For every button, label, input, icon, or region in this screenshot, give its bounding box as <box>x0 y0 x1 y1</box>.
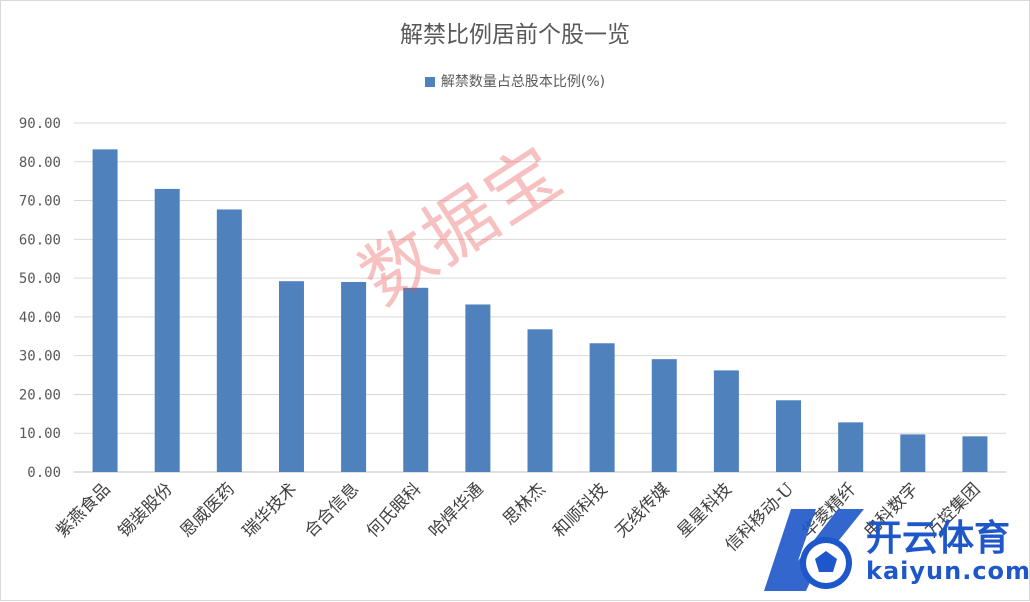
chart-legend: 解禁数量占总股本比例(%) <box>1 71 1029 91</box>
bar <box>713 370 739 472</box>
bar <box>900 434 926 472</box>
bar <box>589 343 615 472</box>
x-category-label: 合合信息 <box>301 479 363 541</box>
bar <box>838 422 864 472</box>
bar <box>92 149 118 472</box>
x-category-label: 锡装股份 <box>115 479 177 541</box>
x-category-label: 和顺科技 <box>549 479 611 541</box>
y-tick-label: 50.00 <box>19 271 61 287</box>
y-tick-label: 20.00 <box>19 387 61 403</box>
x-category-label: 何氏眼科 <box>363 479 425 541</box>
bar <box>527 329 553 472</box>
x-category-label: 哈焊华通 <box>425 479 487 541</box>
y-tick-label: 70.00 <box>19 194 61 210</box>
y-tick-label: 90.00 <box>19 116 61 132</box>
y-tick-label: 40.00 <box>19 310 61 326</box>
y-tick-label: 30.00 <box>19 349 61 365</box>
x-category-label: 瑞华技术 <box>239 479 301 541</box>
legend-label: 解禁数量占总股本比例(%) <box>440 74 606 90</box>
bar <box>403 287 429 472</box>
site-logo: 开云体育 kaiyun.com <box>746 491 1030 602</box>
x-category-label: 星星科技 <box>674 479 736 541</box>
y-tick-label: 80.00 <box>19 155 61 171</box>
bar <box>341 281 367 472</box>
bar <box>465 304 491 472</box>
legend-swatch <box>424 77 435 87</box>
x-category-label: 无线传媒 <box>612 479 674 541</box>
logo-en-text: kaiyun.com <box>866 557 1030 585</box>
bar <box>154 188 180 472</box>
logo-cn-text: 开云体育 <box>866 518 1011 559</box>
chart-title: 解禁比例居前个股一览 <box>400 22 630 48</box>
logo-mark-icon <box>764 509 864 591</box>
y-tick-label: 10.00 <box>19 426 61 442</box>
bar <box>216 209 242 473</box>
x-category-label: 恩威医药 <box>177 479 239 541</box>
bar <box>651 359 677 472</box>
x-category-label: 思林杰 <box>499 479 549 529</box>
bar <box>962 436 988 472</box>
x-category-label: 紫燕食品 <box>52 479 114 541</box>
y-tick-label: 0.00 <box>27 465 61 481</box>
y-tick-label: 60.00 <box>19 232 61 248</box>
bar <box>278 281 304 472</box>
bar <box>776 400 802 472</box>
